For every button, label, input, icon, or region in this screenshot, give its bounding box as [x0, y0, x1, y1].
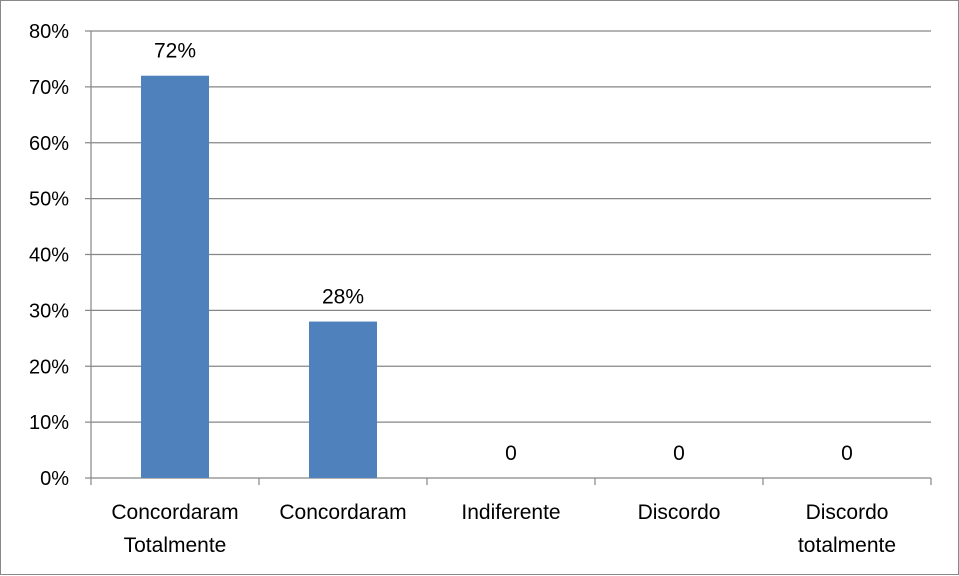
category-label-line: Totalmente [124, 534, 227, 557]
y-tick-label: 50% [29, 189, 69, 211]
category-label: Discordo [638, 501, 721, 524]
y-tick-label: 70% [29, 77, 69, 99]
y-tick-label: 80% [29, 21, 69, 43]
bar [141, 75, 209, 478]
y-tick-labels: 0% 10% 20% 30% 40% 50% 60% 70% 80% [29, 21, 69, 490]
data-label: 28% [322, 286, 364, 309]
y-tick-label: 40% [29, 245, 69, 267]
category-label-line: Concordaram [111, 501, 238, 524]
y-tick-label: 30% [29, 300, 69, 322]
gridlines [91, 30, 931, 423]
bars [141, 75, 377, 478]
category-label: Concordaram [279, 501, 406, 524]
data-label: 0 [505, 442, 517, 465]
category-label-line: Indiferente [461, 501, 560, 524]
category-label-line: Discordo [806, 501, 889, 524]
bar [309, 321, 377, 478]
category-label-line: Concordaram [279, 501, 406, 524]
category-label: Discordo totalmente [798, 501, 896, 557]
data-label: 0 [673, 442, 685, 465]
data-label: 72% [154, 40, 196, 63]
category-labels: Concordaram Totalmente Concordaram Indifere… [111, 501, 896, 557]
data-label: 0 [841, 442, 853, 465]
category-label-line: Discordo [638, 501, 721, 524]
category-label: Concordaram Totalmente [111, 501, 238, 557]
y-tick-label: 10% [29, 412, 69, 434]
category-label-line: totalmente [798, 534, 896, 557]
y-tick-label: 0% [40, 468, 69, 490]
data-labels: 72% 28% 0 0 0 [154, 40, 853, 465]
axes [85, 30, 932, 485]
y-tick-label: 20% [29, 356, 69, 378]
y-tick-label: 60% [29, 133, 69, 155]
category-label: Indiferente [461, 501, 560, 524]
